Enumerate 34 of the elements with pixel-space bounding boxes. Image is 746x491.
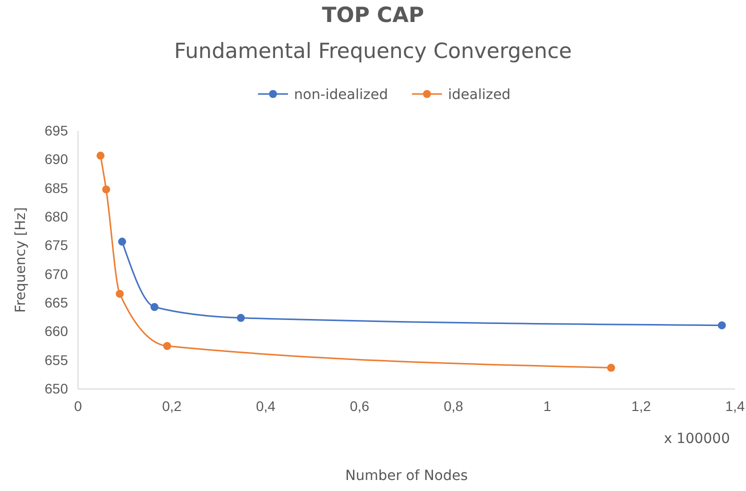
point: [607, 364, 616, 372]
y-tick-label: 680: [44, 208, 68, 224]
chart-title: TOP CAP: [322, 3, 424, 27]
y-tick-label: 670: [44, 266, 68, 282]
y-tick-label: 695: [44, 122, 68, 138]
y-tick-label: 675: [44, 237, 68, 254]
x-tick-label: 0,8: [444, 398, 464, 414]
point: [118, 238, 126, 246]
y-tick-label: 655: [44, 352, 68, 368]
point: [116, 290, 124, 298]
x-tick-label: 1,4: [725, 398, 745, 414]
legend-label: idealized: [448, 87, 511, 103]
x-tick-label: 1: [543, 398, 552, 414]
y-tick-label: 650: [44, 380, 68, 396]
point: [96, 152, 105, 160]
x-tick-label: 0,4: [256, 398, 276, 414]
chart-subtitle: Fundamental Frequency Convergence: [174, 39, 572, 63]
y-axis-title: Frequency [Hz]: [13, 207, 29, 313]
y-tick-label: 665: [44, 294, 68, 310]
point: [163, 342, 172, 350]
x-axis-title: Number of Nodes: [345, 468, 468, 484]
y-tick-label: 685: [44, 180, 68, 196]
y-tick-label: 660: [44, 323, 68, 340]
y-tick-label: 690: [44, 151, 68, 168]
legend-label: non-idealized: [294, 87, 388, 103]
point: [102, 186, 110, 194]
x-tick-label: 0: [74, 398, 82, 414]
x-tick-label: 1,2: [631, 398, 652, 414]
x-tick-label: 0,6: [350, 398, 370, 414]
point: [150, 303, 158, 311]
point: [718, 321, 726, 330]
point: [236, 314, 245, 322]
x-tick-label: 0,2: [162, 398, 182, 414]
text: x 100000: [664, 431, 730, 447]
